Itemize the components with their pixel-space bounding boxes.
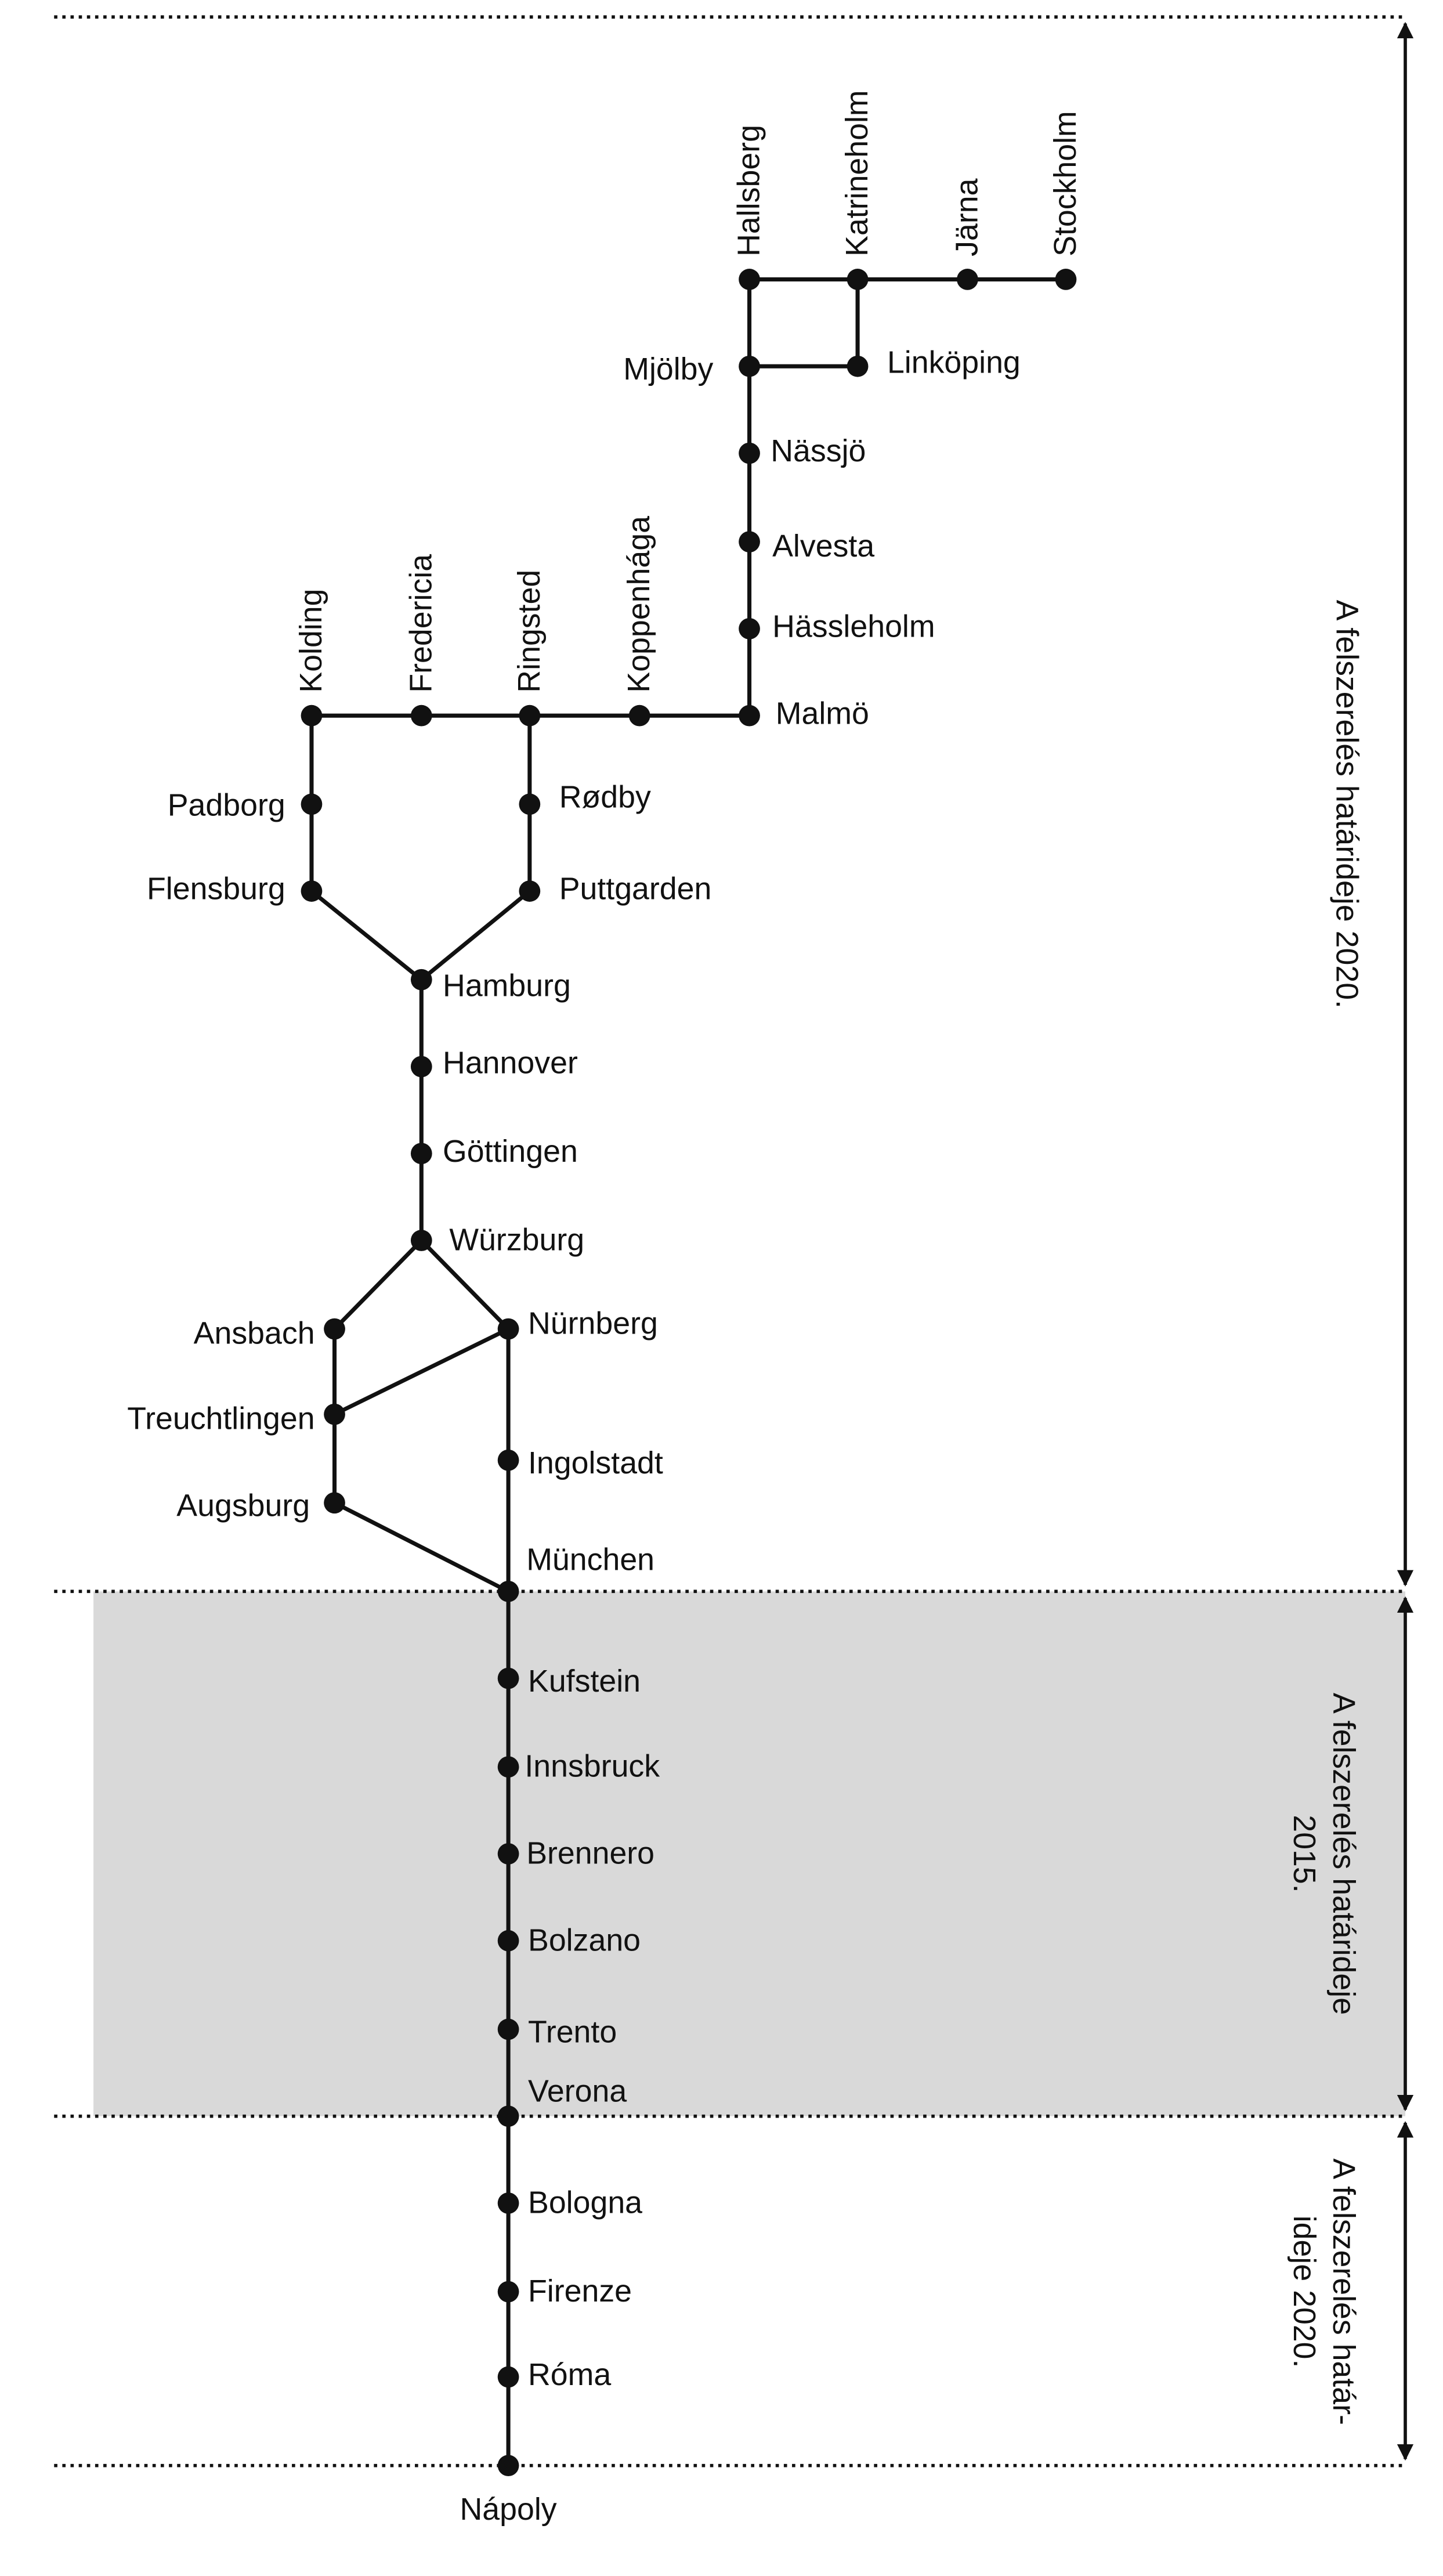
station-dot <box>628 704 650 727</box>
station-dot <box>497 1318 519 1340</box>
deadline-note: A felszerelés határideje2015. <box>1287 1693 1361 2015</box>
station-dot <box>497 1667 519 1689</box>
station-dot <box>957 269 978 290</box>
station-label: Göttingen <box>443 1134 578 1169</box>
station-label: Firenze <box>528 2274 632 2308</box>
shaded-zone <box>93 1591 1405 2116</box>
track <box>419 1239 510 1331</box>
track <box>420 889 531 981</box>
station-label: Ansbach <box>194 1316 315 1351</box>
station-label: Bolzano <box>528 1923 641 1957</box>
station-label: Bologna <box>528 2185 642 2220</box>
station-label: Würzburg <box>449 1223 584 1258</box>
deadline-line: ideje 2020. <box>1287 2216 1322 2368</box>
station-dot <box>497 1756 519 1778</box>
track <box>310 889 423 981</box>
station-dot <box>497 2366 519 2388</box>
station-label: Kolding <box>294 589 328 693</box>
station-label: Hamburg <box>443 969 571 1003</box>
track <box>333 1501 509 1594</box>
station-label: Ringsted <box>512 570 547 693</box>
deadlines: A felszerelés határideje 2020. A felszere… <box>1287 600 1364 2425</box>
station-dot <box>324 1492 345 1514</box>
station-label: Koppenhága <box>621 516 656 693</box>
deadline-note: A felszerelés határideje 2020. <box>1329 600 1364 1009</box>
station-dot <box>410 969 432 991</box>
station-label: Nápoly <box>460 2492 557 2527</box>
station-label: Augsburg <box>176 1488 310 1523</box>
station-label: Nässjö <box>771 433 866 468</box>
station-label: Treuchtlingen <box>127 1401 314 1436</box>
deadline-line: 2015. <box>1287 1815 1322 1892</box>
station-dot <box>497 1930 519 1952</box>
deadline-line: A felszerelés határideje 2020. <box>1329 600 1364 1009</box>
station-dot <box>739 269 760 290</box>
station-dot <box>739 442 760 464</box>
track <box>333 1239 423 1331</box>
station-dot <box>410 1230 432 1251</box>
station-dot <box>739 355 760 377</box>
station-label: Padborg <box>168 788 285 823</box>
station-label: Kufstein <box>528 1664 641 1699</box>
station-label: Linköping <box>887 345 1021 380</box>
station-label: Flensburg <box>147 872 285 906</box>
station-dot <box>324 1403 345 1425</box>
station-dot <box>410 1143 432 1165</box>
station-label: Hässleholm <box>772 609 935 644</box>
station-dot <box>847 269 869 290</box>
track <box>333 1327 509 1417</box>
station-label: Hallsberg <box>732 125 766 256</box>
station-label: Mjölby <box>623 352 713 386</box>
station-dot <box>519 704 541 727</box>
station-label: Alvesta <box>772 529 874 563</box>
station-dot <box>497 2105 519 2127</box>
station-dot <box>847 355 869 377</box>
station-label: Hannover <box>443 1045 578 1080</box>
stations: Hallsberg Katrineholm Järna Stockholm Mjölby… <box>127 90 1083 2527</box>
station-dot <box>497 1843 519 1865</box>
station-dot <box>519 880 541 902</box>
station-label: Stockholm <box>1048 111 1083 256</box>
station-dot <box>301 793 323 815</box>
station-label: München <box>526 1542 654 1577</box>
station-dot <box>497 2192 519 2214</box>
station-label: Puttgarden <box>559 872 712 906</box>
station-label: Trento <box>528 2015 617 2050</box>
station-dot <box>410 704 432 727</box>
station-label: Nürnberg <box>528 1306 658 1341</box>
station-label: Fredericia <box>403 554 438 693</box>
deadline-note: A felszerelés határ-ideje 2020. <box>1287 2158 1361 2425</box>
station-dot <box>497 1580 519 1602</box>
station-dot <box>410 1056 432 1078</box>
station-dot <box>497 2281 519 2303</box>
station-dot <box>301 880 323 902</box>
station-dot <box>324 1318 345 1340</box>
station-label: Róma <box>528 2357 611 2392</box>
station-label: Verona <box>528 2073 627 2108</box>
station-dot <box>739 531 760 552</box>
deadline-line: A felszerelés határideje <box>1326 1693 1361 2015</box>
station-label: Järna <box>949 178 984 256</box>
station-dot <box>497 2018 519 2040</box>
station-label: Malmö <box>776 696 869 731</box>
station-label: Rødby <box>559 779 651 814</box>
station-label: Brennero <box>526 1836 654 1871</box>
deadline-line: A felszerelés határ- <box>1326 2158 1361 2425</box>
station-dot <box>739 704 760 727</box>
station-label: Katrineholm <box>840 90 874 256</box>
station-dot <box>497 1449 519 1471</box>
station-dot <box>301 704 323 727</box>
station-dot <box>739 618 760 640</box>
station-dot <box>519 793 541 815</box>
station-dot <box>1055 269 1077 290</box>
station-label: Ingolstadt <box>528 1446 663 1480</box>
station-label: Innsbruck <box>525 1749 660 1784</box>
station-dot <box>497 2455 519 2477</box>
